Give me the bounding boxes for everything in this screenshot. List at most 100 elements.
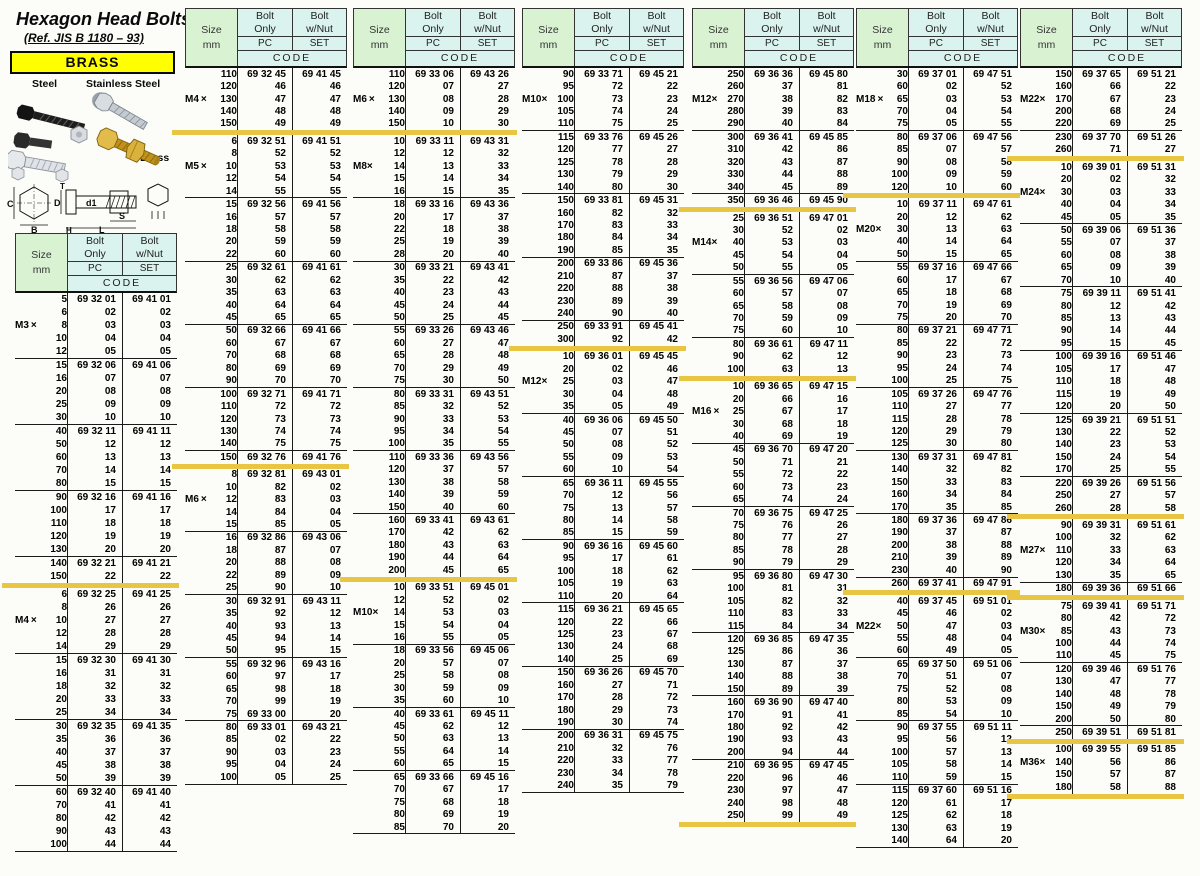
size-cell: 75 bbox=[732, 520, 744, 532]
size-cell: 5 bbox=[61, 294, 67, 305]
size-group: 18 69 33 56 69 45 06 20 57 07 25 58 08 30 59 09 35 60… bbox=[353, 643, 515, 707]
thread-size-label bbox=[353, 236, 383, 248]
pc-code-cell: 69 36 11 bbox=[574, 477, 629, 490]
thread-size-label bbox=[522, 80, 552, 92]
size-cell: 80 bbox=[732, 338, 744, 350]
table-row: 80 69 37 06 69 47 56 bbox=[856, 131, 1018, 144]
table-row: 220 69 25 bbox=[1020, 117, 1182, 131]
set-header: SET bbox=[799, 37, 853, 50]
table-row: 10 69 37 11 69 47 61 bbox=[856, 198, 1018, 211]
set-code-cell: 17 bbox=[122, 504, 177, 517]
pc-code-cell: 10 bbox=[908, 180, 963, 194]
set-code-cell: 68 bbox=[292, 349, 347, 363]
table-row: 260 69 37 41 69 47 91 bbox=[856, 577, 1018, 590]
thread-size-label bbox=[185, 375, 215, 387]
thread-size-label bbox=[522, 489, 552, 501]
set-code-cell: 69 41 71 bbox=[292, 387, 347, 401]
pc-code-cell: 32 bbox=[1072, 531, 1127, 545]
size-group: 115 69 37 60 69 51 16 120 61 17 125 62 18 130 63 19… bbox=[856, 783, 1018, 848]
set-code-cell: 74 bbox=[292, 425, 347, 438]
set-code-cell: 22 bbox=[1127, 80, 1182, 93]
pc-code-cell: 24 bbox=[908, 362, 963, 375]
set-code-cell: 32 bbox=[799, 594, 854, 608]
size-cell: 14 bbox=[225, 185, 237, 197]
set-code-cell: 88 bbox=[799, 168, 854, 181]
thread-size-label bbox=[353, 211, 383, 223]
pc-code-cell: 53 bbox=[405, 606, 460, 619]
size-cell: 25 bbox=[562, 376, 574, 388]
pc-code-cell: 35 bbox=[1072, 569, 1127, 582]
thread-size-label bbox=[522, 333, 552, 345]
size-group: 18 69 33 16 69 43 36 20 17 37 22 18 38 25 19 39 28 20… bbox=[353, 197, 515, 261]
page-subtitle: (Ref. JIS B 1180 – 93) bbox=[24, 31, 144, 45]
set-code-cell: 84 bbox=[799, 117, 854, 131]
pc-code-cell: 69 36 90 bbox=[744, 696, 799, 709]
size-cell: 20 bbox=[393, 211, 405, 223]
thread-size-label bbox=[522, 502, 552, 514]
thread-size-label: M4 × bbox=[15, 615, 37, 626]
table-row: 140 75 75 bbox=[185, 437, 347, 451]
pc-code-cell: 62 bbox=[744, 350, 799, 364]
thread-size-label bbox=[185, 211, 215, 223]
thread-size-label bbox=[856, 683, 886, 695]
bolt-only-line2: Only bbox=[254, 22, 276, 35]
pc-code-cell: 69 36 31 bbox=[574, 729, 629, 743]
size-cell: 20 bbox=[1060, 174, 1072, 186]
table-row: 80 42 42 bbox=[15, 812, 177, 825]
thread-size-label bbox=[15, 706, 45, 719]
size-cell: 120 bbox=[1055, 557, 1072, 569]
pc-code-cell: 17 bbox=[908, 274, 963, 287]
set-code-cell: 69 47 25 bbox=[799, 506, 854, 520]
thread-size-label: M10× bbox=[522, 93, 548, 105]
set-code-cell: 69 41 30 bbox=[122, 654, 177, 667]
set-code-cell: 69 41 25 bbox=[122, 588, 177, 601]
size-cell: 280 bbox=[727, 106, 744, 118]
yellow-highlight-rule bbox=[1007, 594, 1184, 600]
pc-code-cell: 37 bbox=[405, 463, 460, 476]
pc-code-cell: 02 bbox=[1072, 173, 1127, 186]
pc-code-cell: 05 bbox=[574, 400, 629, 413]
table-row: 160 66 22 bbox=[1020, 80, 1182, 93]
size-group: 110 69 32 45 69 41 45 120 46 46 M4 × 130 47 47 140… bbox=[185, 68, 347, 131]
set-code-cell: 89 bbox=[963, 551, 1018, 565]
table-row: 30 69 32 35 69 41 35 bbox=[15, 720, 177, 733]
size-cell: 18 bbox=[393, 199, 405, 211]
pc-code-cell: 05 bbox=[1072, 210, 1127, 224]
thread-size-label bbox=[522, 194, 552, 206]
thread-size-label bbox=[522, 207, 552, 219]
size-group: 80 69 37 06 69 47 56 85 07 57 90 08 58 100 09 59 120… bbox=[856, 130, 1018, 194]
bolt-header-row: Bolt Only Bolt w/Nut bbox=[745, 9, 853, 37]
size-cell: 16 bbox=[393, 631, 405, 643]
thread-size-label bbox=[1020, 769, 1050, 781]
size-cell: 18 bbox=[225, 223, 237, 235]
thread-size-label bbox=[856, 438, 886, 450]
size-cell: 200 bbox=[727, 746, 744, 758]
set-code-cell: 25 bbox=[1127, 117, 1182, 131]
bolt-only-line1: Bolt bbox=[85, 235, 105, 248]
size-group: 80 69 33 01 69 43 21 85 02 22 90 03 23 95 04 24 100 0… bbox=[185, 720, 347, 785]
table-row: 25 90 10 bbox=[185, 581, 347, 594]
set-code-cell: 33 bbox=[1127, 185, 1182, 199]
pc-code-cell: 85 bbox=[237, 518, 292, 531]
thread-size-label bbox=[856, 797, 886, 809]
thread-size-label bbox=[692, 760, 722, 772]
pc-code-cell: 43 bbox=[67, 825, 122, 838]
pc-code-cell: 47 bbox=[237, 92, 292, 106]
size-cell: 250 bbox=[557, 321, 574, 333]
set-code-cell: 18 bbox=[122, 517, 177, 530]
thread-size-label bbox=[856, 539, 886, 551]
thread-size-label bbox=[856, 645, 886, 657]
table-row: 100 57 13 bbox=[856, 746, 1018, 759]
pc-code-cell: 12 bbox=[67, 438, 122, 451]
pc-code-cell: 12 bbox=[1072, 299, 1127, 313]
table-row: 110 69 33 06 69 43 26 bbox=[353, 68, 515, 81]
pc-code-cell: 69 36 85 bbox=[744, 633, 799, 646]
pc-code-cell: 69 32 56 bbox=[237, 198, 292, 211]
pc-code-cell: 35 bbox=[405, 437, 460, 451]
pc-header: PC bbox=[909, 37, 963, 50]
size-cell: 140 bbox=[388, 106, 405, 118]
table-row: 75 69 33 00 20 bbox=[185, 707, 347, 721]
thread-size-label bbox=[522, 464, 552, 476]
table-row: 25 19 39 bbox=[353, 235, 515, 249]
set-code-cell: 81 bbox=[799, 80, 854, 93]
